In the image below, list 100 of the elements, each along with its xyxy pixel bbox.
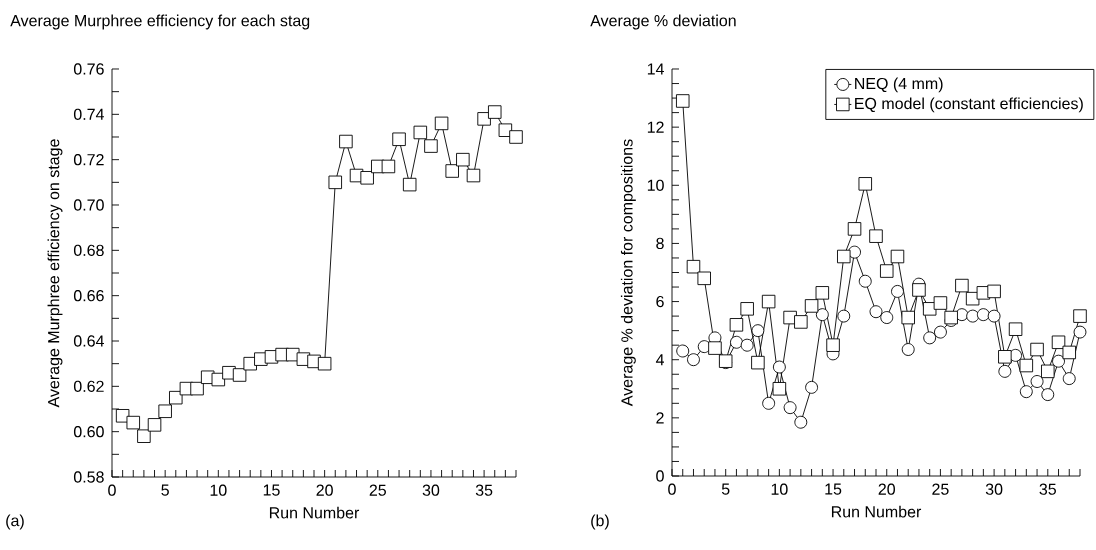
point	[1041, 388, 1055, 402]
point	[848, 245, 861, 259]
point	[912, 283, 926, 297]
point	[805, 380, 819, 394]
point	[944, 310, 958, 325]
text: (b)	[591, 514, 609, 530]
x-tick-label: 30	[422, 484, 440, 496]
x-tick-label: 25	[369, 484, 387, 496]
point	[1041, 364, 1055, 379]
point	[328, 175, 343, 190]
point	[815, 286, 830, 300]
point	[794, 315, 808, 329]
y-tick-label: 0.76	[73, 63, 104, 75]
point	[804, 299, 819, 313]
y-tick-label: 0.60	[73, 426, 104, 438]
point	[317, 356, 332, 371]
point	[126, 415, 141, 430]
point	[477, 112, 491, 126]
y-tick-label: 2	[656, 412, 664, 424]
y-tick-label: 0.62	[73, 380, 104, 392]
point	[933, 325, 947, 339]
point	[751, 355, 765, 370]
point	[686, 259, 701, 274]
point	[815, 308, 829, 322]
text: (a)	[6, 514, 24, 530]
y-tick-label: 0.72	[73, 154, 104, 166]
x-tick-label: 5	[161, 484, 169, 496]
point	[445, 164, 459, 178]
point	[1030, 342, 1044, 357]
x-axis-title: Run Number	[831, 505, 922, 518]
point	[1051, 335, 1066, 350]
point	[169, 390, 183, 405]
point	[1062, 372, 1076, 386]
point	[880, 311, 894, 325]
point	[751, 324, 765, 338]
point	[869, 229, 883, 243]
point	[232, 368, 247, 382]
y-tick-label: 0.64	[73, 335, 104, 347]
x-tick-label: 35	[1039, 483, 1057, 495]
point	[998, 364, 1012, 378]
point	[687, 353, 700, 367]
point	[729, 335, 743, 349]
point	[987, 284, 1001, 299]
y-tick-label: 4	[655, 354, 664, 366]
point	[676, 344, 690, 358]
x-tick-label: 35	[475, 484, 493, 496]
legend-label: NEQ (4 mm)	[855, 77, 943, 93]
point	[783, 401, 797, 415]
point	[762, 396, 776, 410]
x-tick-label: 15	[263, 484, 280, 496]
point	[1030, 375, 1044, 388]
x-tick-label: 15	[825, 483, 842, 495]
point	[434, 116, 449, 131]
point	[955, 278, 969, 293]
x-tick-label: 25	[932, 483, 949, 495]
y-axis-title: Average Murphree efficiency on stage	[47, 139, 63, 408]
point	[976, 308, 990, 322]
point	[381, 159, 396, 174]
point	[360, 171, 374, 185]
y-tick-label: 0	[656, 470, 664, 482]
y-axis-title: Average % deviation for compositions	[620, 139, 636, 407]
y-tick-label: 8	[656, 237, 664, 250]
point	[837, 249, 851, 264]
x-tick-label: 0	[108, 484, 116, 496]
point	[466, 168, 481, 183]
point	[413, 125, 428, 140]
point	[837, 309, 851, 323]
point	[901, 343, 915, 356]
point	[158, 404, 172, 419]
y-tick-label: 0.70	[73, 199, 104, 211]
point	[1019, 358, 1034, 373]
point	[966, 309, 980, 323]
point	[891, 284, 904, 298]
point	[697, 271, 711, 286]
point	[933, 296, 948, 310]
point	[740, 338, 754, 352]
point	[1073, 325, 1087, 339]
point	[858, 274, 872, 288]
point	[847, 222, 862, 236]
point	[794, 415, 808, 429]
point	[858, 177, 873, 191]
point	[987, 309, 1001, 323]
point	[826, 338, 840, 352]
y-tick-label: 14	[647, 63, 664, 75]
point	[456, 152, 470, 167]
point	[339, 134, 353, 149]
point	[901, 310, 915, 325]
point	[402, 177, 417, 192]
point	[1019, 385, 1033, 399]
legend-label: EQ model (constant efficiencies)	[855, 97, 1083, 113]
point	[869, 305, 883, 319]
x-tick-label: 0	[668, 483, 676, 495]
point	[509, 130, 523, 144]
y-tick-label: 0.66	[73, 290, 104, 302]
chart-title: Average % deviation	[590, 14, 736, 30]
point	[998, 350, 1012, 364]
x-axis-title: Run Number	[269, 506, 360, 519]
x-tick-label: 10	[210, 484, 227, 496]
point	[1052, 354, 1065, 368]
y-tick-label: 6	[656, 295, 664, 308]
